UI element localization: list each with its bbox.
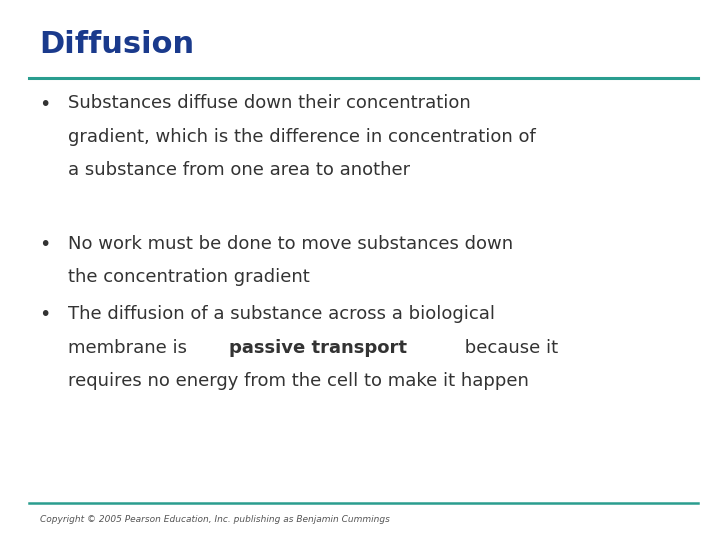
Text: The diffusion of a substance across a biological: The diffusion of a substance across a bi… xyxy=(68,305,495,323)
Text: passive transport: passive transport xyxy=(230,339,408,356)
Text: •: • xyxy=(40,235,51,254)
Text: the concentration gradient: the concentration gradient xyxy=(68,268,310,286)
Text: •: • xyxy=(40,94,51,113)
Text: No work must be done to move substances down: No work must be done to move substances … xyxy=(68,235,513,253)
Text: Diffusion: Diffusion xyxy=(40,30,194,59)
Text: membrane is: membrane is xyxy=(68,339,193,356)
Text: a substance from one area to another: a substance from one area to another xyxy=(68,161,410,179)
Text: because it: because it xyxy=(459,339,558,356)
Text: •: • xyxy=(40,305,51,324)
Text: gradient, which is the difference in concentration of: gradient, which is the difference in con… xyxy=(68,128,536,146)
Text: Copyright © 2005 Pearson Education, Inc. publishing as Benjamin Cummings: Copyright © 2005 Pearson Education, Inc.… xyxy=(40,515,390,524)
Text: requires no energy from the cell to make it happen: requires no energy from the cell to make… xyxy=(68,372,529,390)
Text: Substances diffuse down their concentration: Substances diffuse down their concentrat… xyxy=(68,94,471,112)
